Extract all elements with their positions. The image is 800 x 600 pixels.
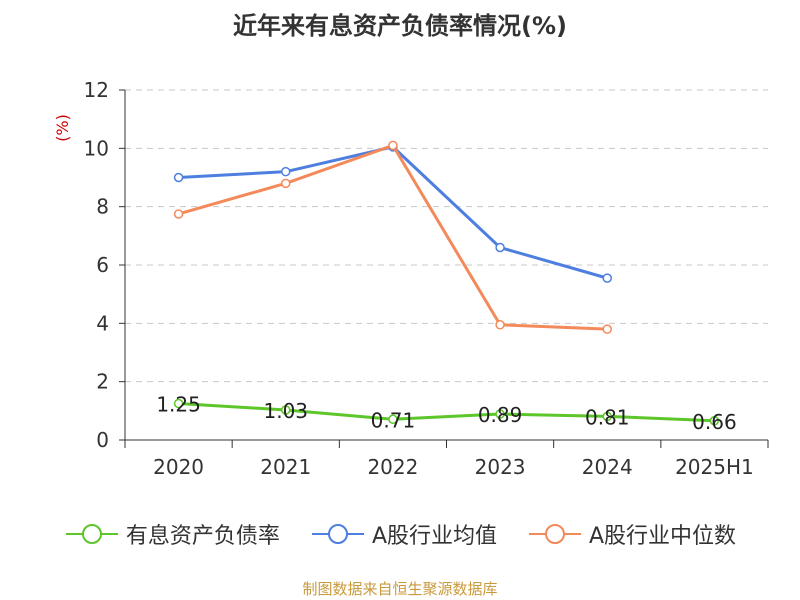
line-chart: 0 2 4 6 8 10 12 2020 2021 2022 2023 2024 2025H1 (%) 1.… — [53, 78, 769, 479]
data-point — [388, 414, 398, 425]
data-point — [495, 242, 505, 253]
y-tick-label: 2 — [96, 370, 109, 394]
data-label: 0.66 — [692, 410, 737, 434]
series-line — [178, 402, 715, 423]
legend-label: A股行业中位数 — [589, 524, 737, 549]
x-tick-label: 2023 — [475, 455, 526, 479]
data-point — [495, 320, 505, 330]
data-source-note: 制图数据来自恒生聚源数据库 — [302, 580, 498, 598]
x-tick-label: 2021 — [260, 455, 311, 479]
legend-item-industry-mean[interactable]: A股行业均值 — [310, 518, 497, 550]
data-label: 0.71 — [371, 408, 416, 432]
data-label: 1.25 — [156, 393, 201, 417]
data-point — [173, 398, 184, 409]
data-point — [602, 324, 612, 334]
data-point — [173, 172, 184, 183]
y-tick-label: 12 — [84, 78, 109, 102]
data-point — [495, 409, 505, 419]
data-point — [388, 140, 398, 151]
data-label: 1.03 — [263, 399, 308, 423]
legend-marker-icon — [529, 524, 581, 544]
legend-marker-icon — [65, 524, 118, 544]
chart-title: 近年来有息资产负债率情况(%) — [233, 12, 567, 40]
data-point — [281, 166, 291, 177]
y-tick-label: 4 — [96, 311, 109, 335]
y-tick-label: 6 — [96, 253, 109, 277]
data-point — [281, 405, 291, 415]
data-point — [173, 209, 184, 219]
x-tick-label: 2025H1 — [675, 455, 754, 479]
y-tick-label: 0 — [96, 428, 109, 452]
legend-label: 有息资产负债率 — [125, 524, 280, 549]
data-point — [602, 411, 612, 422]
legend-item-industry-median[interactable]: A股行业中位数 — [527, 518, 736, 550]
data-point — [281, 178, 291, 189]
legend-item-interest-debt-ratio[interactable]: 有息资产负债率 — [64, 518, 280, 550]
legend-label: A股行业均值 — [371, 524, 497, 549]
x-tick-label: 2020 — [153, 455, 204, 479]
data-point — [709, 416, 720, 426]
data-label: 0.81 — [585, 405, 630, 429]
y-tick-label: 8 — [96, 195, 109, 219]
data-point — [602, 273, 612, 283]
legend: 有息资产负债率 A股行业均值 A股行业中位数 — [0, 518, 800, 550]
x-tick-label: 2022 — [367, 455, 418, 479]
y-tick-label: 10 — [84, 136, 109, 160]
x-tick-label: 2024 — [582, 455, 633, 479]
y-axis-unit-label: (%) — [53, 114, 72, 142]
legend-marker-icon — [311, 524, 364, 544]
series-line — [178, 145, 608, 280]
data-label: 0.89 — [478, 403, 523, 427]
